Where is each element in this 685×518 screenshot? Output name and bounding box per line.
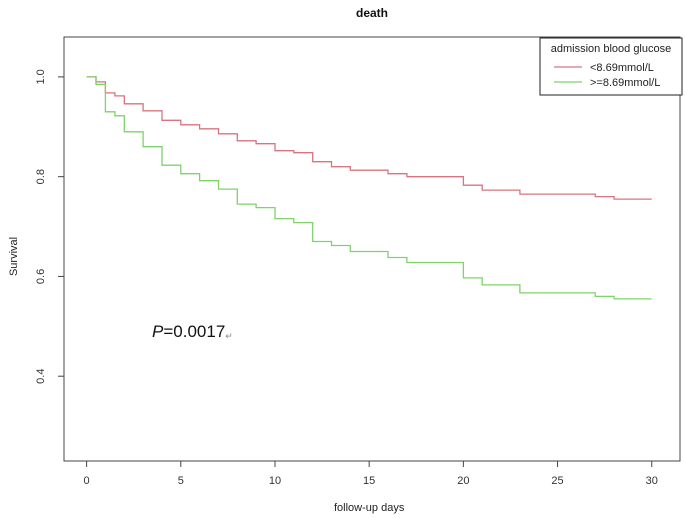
- p-value-symbol: P: [152, 322, 164, 341]
- x-tick-label: 30: [646, 475, 658, 487]
- survival-curve-high-glucose: [86, 76, 652, 300]
- y-axis-label: Survival: [8, 237, 20, 276]
- y-tick-label: 1.0: [35, 69, 47, 84]
- survival-curves: [86, 76, 652, 300]
- paragraph-mark: ↵: [225, 331, 233, 341]
- legend-label-low-glucose: <8.69mmol/L: [590, 62, 654, 74]
- p-value-annotation: P=0.0017↵: [152, 322, 233, 341]
- y-tick-label: 0.8: [35, 169, 47, 184]
- y-axis: 0.4 0.6 0.8 1.0: [35, 69, 65, 384]
- y-tick-label: 0.4: [35, 369, 47, 384]
- x-axis-label: follow-up days: [334, 502, 405, 514]
- legend-label-high-glucose: >=8.69mmol/L: [590, 77, 660, 89]
- x-tick-label: 0: [84, 475, 90, 487]
- y-tick-label: 0.6: [35, 269, 47, 284]
- chart-title: death: [356, 6, 388, 20]
- x-tick-label: 5: [178, 475, 184, 487]
- legend: admission blood glucose <8.69mmol/L >=8.…: [539, 37, 683, 96]
- survival-curve-low-glucose: [86, 76, 652, 200]
- x-tick-label: 15: [363, 475, 375, 487]
- x-tick-label: 10: [269, 475, 281, 487]
- legend-title: admission blood glucose: [551, 43, 671, 55]
- x-axis: 0 5 10 15 20 25 30: [84, 460, 658, 487]
- x-tick-label: 25: [551, 475, 563, 487]
- p-value-number: =0.0017: [163, 322, 225, 341]
- x-tick-label: 20: [457, 475, 469, 487]
